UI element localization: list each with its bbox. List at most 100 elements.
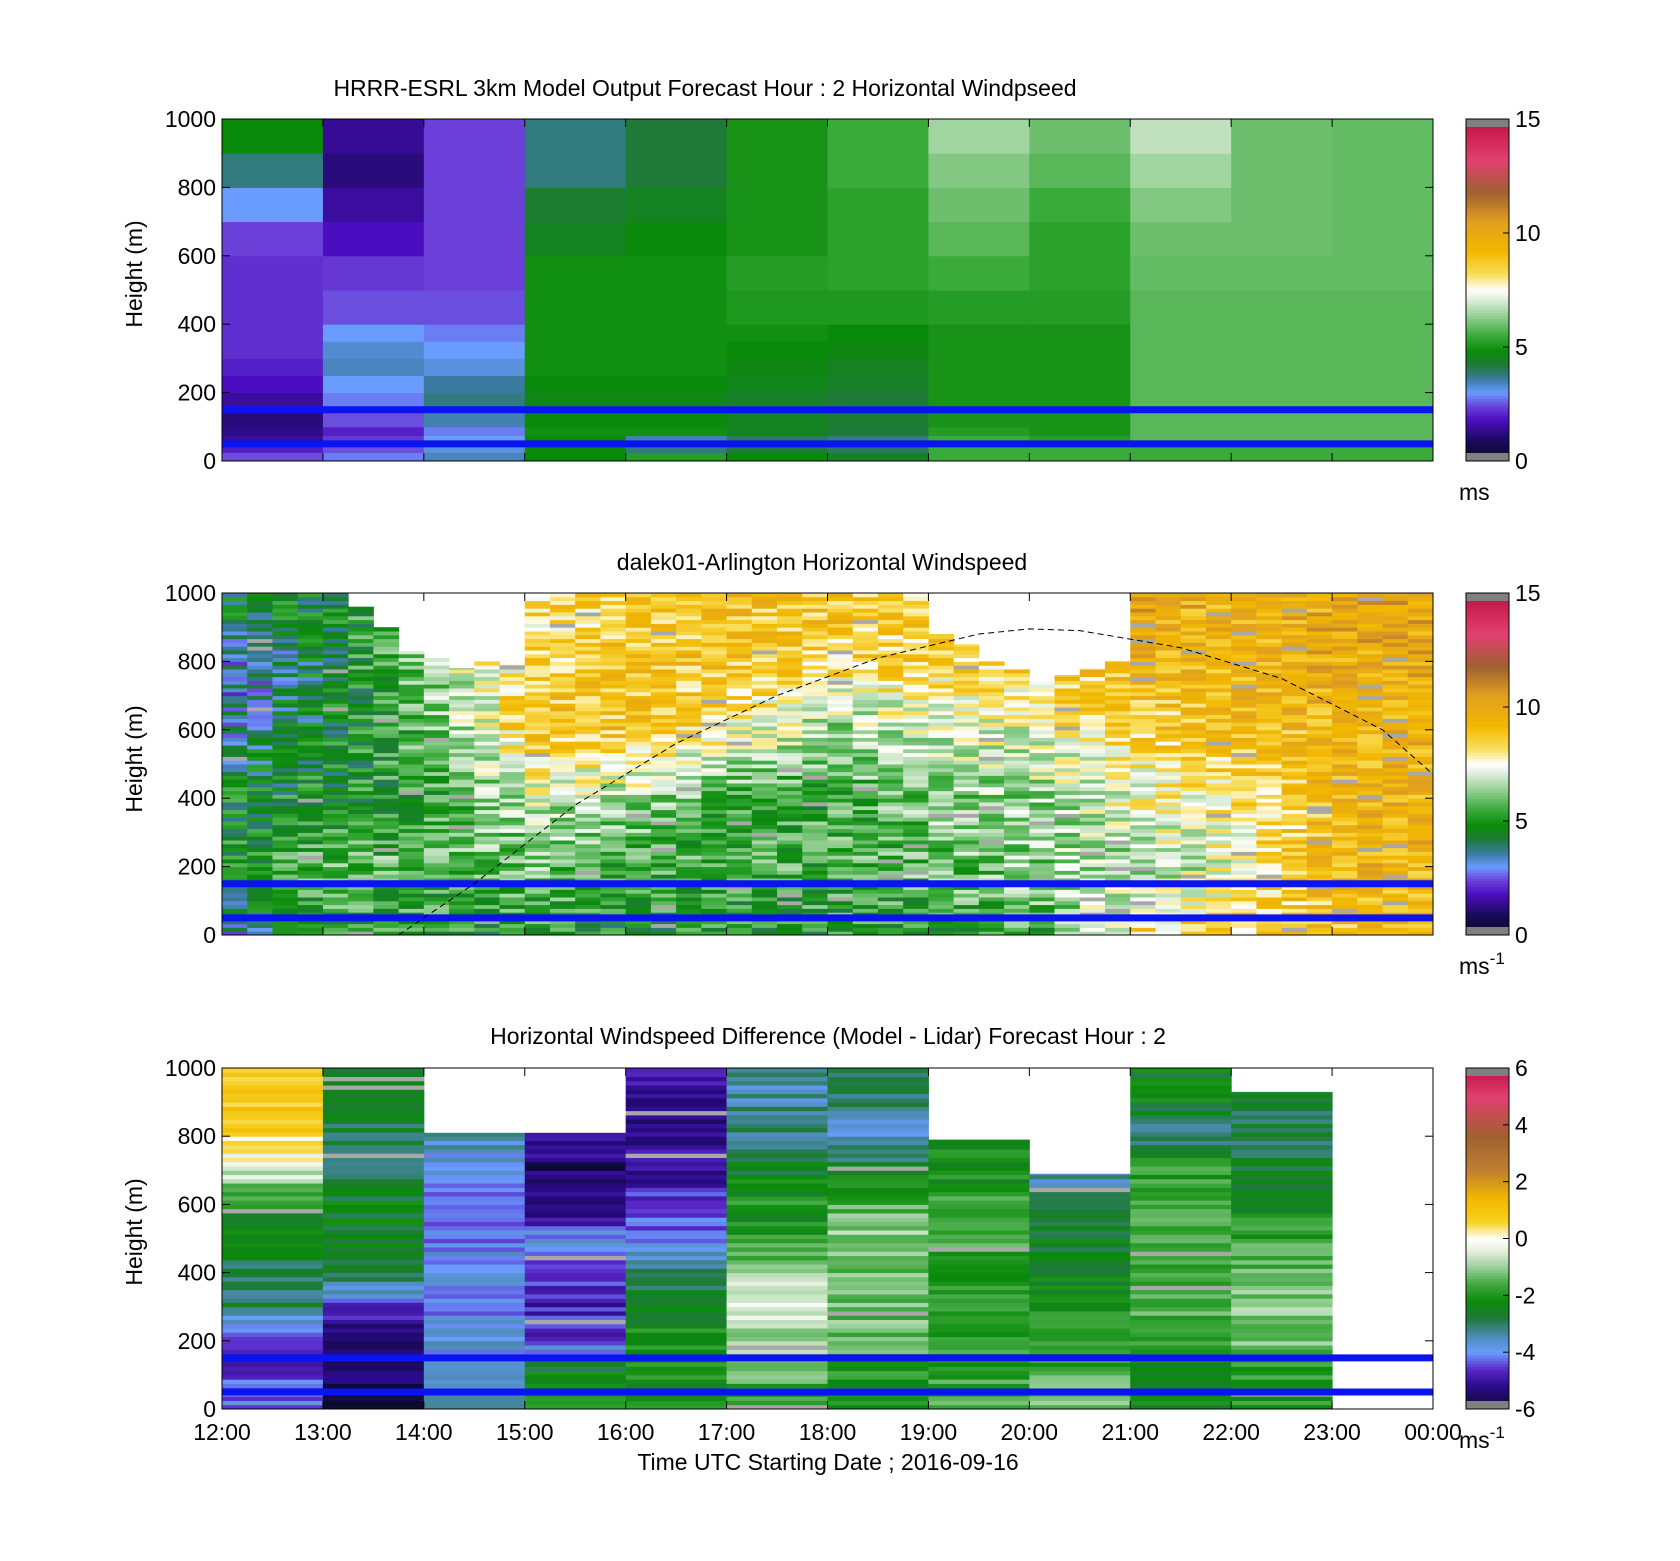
heatmap-cell (1231, 661, 1257, 666)
heatmap-cell (549, 608, 576, 613)
heatmap-cell (1029, 691, 1056, 697)
heatmap-cell (751, 919, 778, 925)
heatmap-cell (1357, 691, 1384, 697)
heatmap-cell (852, 824, 879, 830)
colorbar-segment (1466, 141, 1509, 146)
heatmap-cell (272, 885, 299, 890)
heatmap-cell (600, 684, 627, 689)
heatmap-cell (1079, 786, 1106, 792)
heatmap-cell (1231, 843, 1257, 849)
heatmap-cell (1382, 642, 1409, 647)
heatmap-cell (903, 817, 929, 822)
heatmap-cell (827, 680, 854, 685)
heatmap-cell (1306, 710, 1333, 716)
heatmap-cell (1357, 646, 1384, 651)
heatmap-cell (575, 691, 601, 697)
heatmap-cell (1054, 767, 1081, 773)
heatmap-cell (1281, 733, 1308, 738)
heatmap-cell (1407, 650, 1434, 655)
heatmap-cell (1332, 375, 1434, 394)
heatmap-cell (903, 809, 929, 814)
heatmap-cell (676, 889, 702, 894)
heatmap-cell (373, 672, 400, 678)
heatmap-cell (1306, 612, 1333, 617)
heatmap-cell (1407, 897, 1434, 902)
heatmap-cell (877, 760, 904, 765)
heatmap-cell (625, 672, 652, 678)
heatmap-cell (322, 676, 349, 681)
heatmap-cell (575, 809, 601, 814)
heatmap-cell (625, 756, 652, 761)
heatmap-cell (247, 741, 273, 746)
heatmap-cell (499, 714, 526, 719)
heatmap-cell (1382, 608, 1409, 613)
heatmap-cell (449, 672, 475, 678)
heatmap-cell (373, 642, 400, 647)
heatmap-cell (1281, 893, 1308, 898)
heatmap-cell (1155, 802, 1182, 807)
heatmap-cell (322, 1187, 425, 1193)
heatmap-cell (423, 1251, 526, 1257)
heatmap-cell (625, 1217, 728, 1222)
heatmap-cell (499, 669, 526, 674)
heatmap-cell (650, 615, 677, 621)
heatmap-cell (751, 646, 778, 651)
heatmap-cell (1357, 741, 1384, 746)
heatmap-cell (1281, 707, 1308, 712)
heatmap-cell (1281, 657, 1308, 662)
heatmap-cell (524, 756, 551, 761)
heatmap-cell (777, 623, 803, 628)
heatmap-cell (1155, 904, 1182, 909)
heatmap-cell (222, 1085, 324, 1090)
heatmap-cell (373, 813, 400, 818)
heatmap-cell (1130, 669, 1156, 674)
heatmap-cell (575, 631, 601, 636)
heatmap-cell (953, 931, 980, 936)
heatmap-cell (297, 836, 324, 841)
colorbar-segment (1466, 210, 1509, 214)
heatmap-cell (1357, 893, 1384, 898)
heatmap-cell (524, 821, 551, 826)
heatmap-cell (625, 1183, 728, 1188)
heatmap-cell (1105, 775, 1131, 780)
heatmap-cell (272, 855, 299, 860)
heatmap-cell (827, 866, 854, 871)
heatmap-cell (701, 843, 728, 849)
heatmap-cell (1407, 718, 1434, 723)
heatmap-cell (625, 851, 652, 856)
heatmap-cell (1205, 862, 1232, 868)
heatmap-cell (1205, 904, 1232, 909)
heatmap-cell (222, 1251, 324, 1257)
heatmap-cell (1205, 627, 1232, 632)
heatmap-cell (903, 600, 929, 605)
heatmap-cell (726, 665, 753, 670)
heatmap-cell (1105, 802, 1131, 807)
heatmap-cell (524, 783, 551, 788)
heatmap-cell (423, 840, 450, 845)
heatmap-cell (297, 657, 324, 662)
heatmap-cell (877, 859, 904, 864)
heatmap-cell (348, 623, 374, 628)
heatmap-cell (600, 824, 627, 830)
heatmap-cell (600, 752, 627, 757)
heatmap-cell (1256, 840, 1283, 845)
heatmap-cell (1105, 729, 1131, 735)
heatmap-cell (1029, 840, 1056, 845)
heatmap-cell (877, 615, 904, 621)
colorbar-segment (1466, 829, 1509, 833)
heatmap-cell (348, 741, 374, 746)
heatmap-cell (1004, 855, 1030, 860)
heatmap-cell (1281, 821, 1308, 826)
heatmap-cell (701, 623, 728, 628)
heatmap-cell (1130, 600, 1156, 605)
heatmap-cell (903, 866, 929, 871)
heatmap-cell (524, 1323, 627, 1329)
heatmap-cell (499, 805, 526, 811)
heatmap-cell (1306, 669, 1333, 674)
heatmap-cell (1281, 729, 1308, 735)
heatmap-cell (1256, 669, 1283, 674)
heatmap-cell (852, 752, 879, 757)
heatmap-cell (928, 426, 1030, 436)
heatmap-cell (1155, 851, 1182, 856)
heatmap-cell (423, 1217, 526, 1222)
